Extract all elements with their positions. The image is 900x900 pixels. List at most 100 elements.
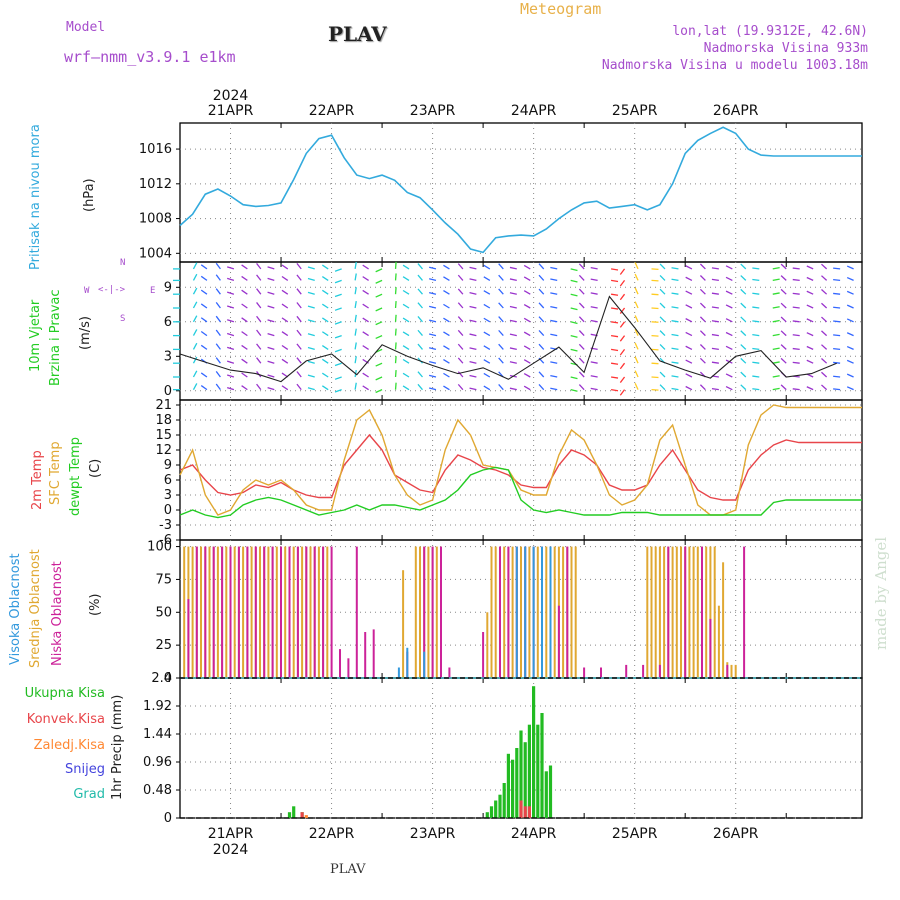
wind-arrow xyxy=(192,370,198,378)
wind-arrow xyxy=(550,361,558,364)
wind-arrow xyxy=(354,273,357,281)
wind-arrow xyxy=(267,305,275,309)
wind-arrow xyxy=(711,278,719,282)
wind-arrow xyxy=(296,262,302,270)
wind-arrow xyxy=(725,304,733,309)
cloud-bar xyxy=(675,546,678,678)
wind-arrow xyxy=(354,342,357,350)
cloud-bar xyxy=(507,546,510,678)
cloud-bar xyxy=(364,632,367,678)
cloud-bar xyxy=(347,658,350,678)
wind-arrow xyxy=(846,318,854,323)
y-tick-label: 1.92 xyxy=(143,699,172,714)
wind-arrow xyxy=(483,276,491,281)
wind-arrow xyxy=(321,372,329,378)
y-tick-label: 0 xyxy=(164,671,172,686)
bottom-year-label: 2024 xyxy=(213,842,249,858)
legend-conv-rain: Konvek.Kisa xyxy=(26,712,105,727)
wind-arrow xyxy=(267,319,275,323)
cloud-bar xyxy=(515,546,518,678)
wind-arrow xyxy=(296,383,302,391)
wind-arrow xyxy=(752,320,760,323)
precip-bar xyxy=(519,730,523,818)
cloud-bar xyxy=(663,546,666,678)
wind-arrow xyxy=(227,374,235,378)
wind-arrow xyxy=(469,305,477,309)
wind-arrow xyxy=(570,348,578,352)
wind-arrow xyxy=(833,320,841,323)
cloud-bar xyxy=(701,546,703,678)
wind-arrow xyxy=(321,303,329,309)
cloud-bar xyxy=(692,546,695,678)
wind-arrow xyxy=(241,264,248,270)
wind-arrow xyxy=(634,262,639,270)
wind-arrow xyxy=(833,278,841,282)
wind-arrow xyxy=(443,331,450,337)
wind-arrow xyxy=(780,263,787,270)
wind-arrow xyxy=(394,382,397,390)
cloud-bar xyxy=(263,546,266,678)
wind-arrow xyxy=(772,347,780,351)
footer-station: PLAV xyxy=(330,862,366,877)
wind-arrow xyxy=(509,266,517,270)
cloud-bar xyxy=(431,546,434,678)
cloud-bar xyxy=(191,546,194,678)
wind-arrow xyxy=(192,315,198,323)
wind-arrow xyxy=(443,372,450,378)
wind-arrow xyxy=(375,321,383,326)
wind-arrow xyxy=(281,358,289,364)
wind-arrow xyxy=(334,348,342,353)
cloud-bar xyxy=(313,546,316,678)
cloud-bar xyxy=(233,546,236,678)
wind-arrow xyxy=(483,290,491,295)
cloud-bar xyxy=(743,546,746,678)
wind-arrow xyxy=(334,321,342,325)
wind-arrow xyxy=(457,357,464,364)
wind-arrow xyxy=(752,375,760,378)
wind-arrow xyxy=(659,330,666,337)
precip-bar xyxy=(511,759,515,818)
wind-arrow xyxy=(457,302,464,309)
wind-arrow xyxy=(740,330,747,337)
wind-arrow xyxy=(740,371,747,378)
wind-arrow xyxy=(281,264,289,270)
wind-arrow xyxy=(821,330,828,337)
wind-arrow xyxy=(523,264,531,270)
wind-arrow xyxy=(806,332,814,337)
cloud-bar xyxy=(499,546,501,678)
wind-arrow xyxy=(321,358,329,364)
wind-arrow xyxy=(267,387,275,391)
wind-arrow xyxy=(362,385,369,391)
wind-arrow xyxy=(509,387,517,391)
wind-arrow xyxy=(711,361,719,364)
cloud-bar xyxy=(557,605,560,678)
wind-arrow xyxy=(610,268,619,271)
wind-arrow xyxy=(483,317,491,323)
precip-bar xyxy=(494,800,498,818)
wind-arrow xyxy=(590,266,598,270)
wind-arrow xyxy=(334,307,342,311)
wind-arrow xyxy=(538,343,545,350)
wind-arrow xyxy=(752,388,760,391)
wind-arrow xyxy=(296,343,302,350)
y-tick-label: 0 xyxy=(164,503,172,518)
legend-total-rain: Ukupna Kisa xyxy=(24,686,105,701)
bottom-day-label: 26APR xyxy=(713,826,759,842)
wind-arrow xyxy=(483,303,491,309)
wind-arrow xyxy=(281,289,289,295)
wind-arrow xyxy=(200,289,208,295)
wind-arrow xyxy=(806,318,814,323)
wind-arrow xyxy=(699,288,706,295)
wind-arrow xyxy=(498,383,504,391)
wind-arrow xyxy=(523,290,531,295)
wind-arrow xyxy=(538,274,545,281)
wind-arrow xyxy=(443,290,450,295)
wind-arrow xyxy=(215,288,221,295)
wind-arrow xyxy=(806,304,814,309)
wind-arrow xyxy=(671,306,679,309)
wind-arrow xyxy=(509,333,517,337)
wind-arrow xyxy=(429,278,437,282)
wind-arrow xyxy=(752,267,760,270)
wind-arrow xyxy=(267,266,275,270)
cloud-bar xyxy=(646,546,649,678)
